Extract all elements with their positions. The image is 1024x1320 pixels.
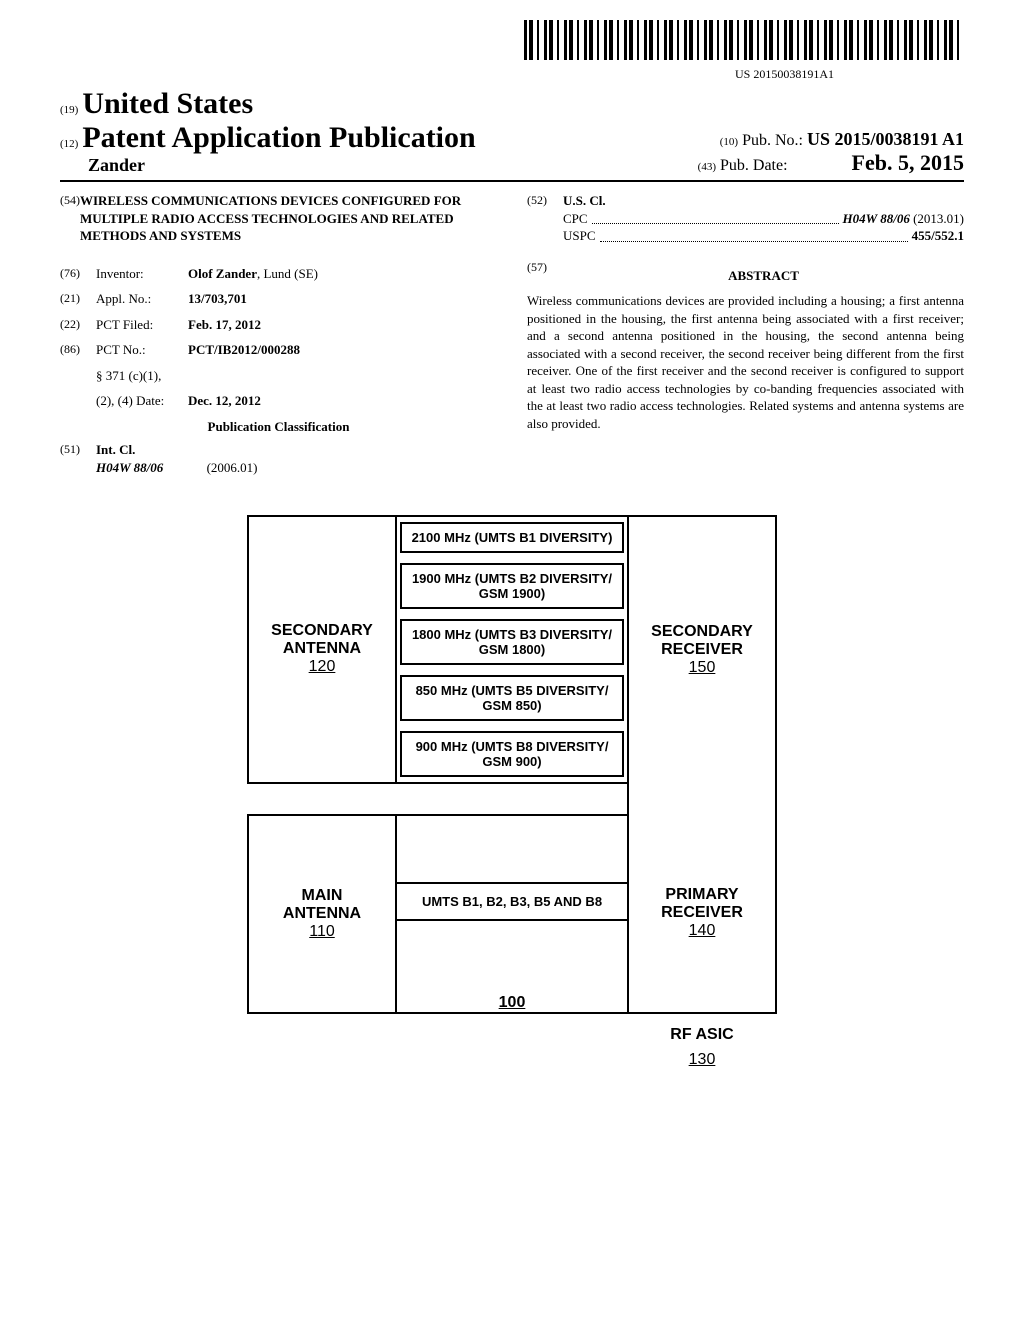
secondary-receiver-num: 150 (643, 659, 761, 677)
pub-no-label: Pub. No.: (742, 132, 803, 149)
abstract-label: ABSTRACT (563, 267, 964, 285)
inventor-label: Inventor: (96, 265, 188, 283)
intcl: H04W 88/06 (96, 460, 163, 475)
code-86: (86) (60, 341, 96, 359)
uscl-label: U.S. Cl. (563, 192, 964, 210)
main-antenna-num: 110 (263, 923, 381, 941)
rf-asic-num: 130 (627, 1047, 777, 1073)
header: (19) United States (12) Patent Applicati… (60, 87, 964, 182)
code-21: (21) (60, 290, 96, 308)
secondary-antenna-label: SECONDARY ANTENNA (263, 622, 381, 658)
main-freq-label: UMTS B1, B2, B3, B5 AND B8 (397, 882, 627, 921)
freq-container: 2100 MHz (UMTS B1 DIVERSITY) 1900 MHz (U… (397, 515, 627, 784)
barcode-text: US 20150038191A1 (60, 67, 964, 82)
primary-receiver-num: 140 (643, 922, 761, 940)
patent-title: WIRELESS COMMUNICATIONS DEVICES CONFIGUR… (80, 192, 497, 245)
cpc-val: H04W 88/06 (843, 211, 910, 226)
freq-box: 1900 MHz (UMTS B2 DIVERSITY/ GSM 1900) (400, 563, 624, 609)
primary-receiver-label: PRIMARY RECEIVER (643, 886, 761, 922)
intcl-date: (2006.01) (207, 460, 258, 475)
pub-classification: Publication Classification (60, 418, 497, 436)
s371-date: Dec. 12, 2012 (188, 392, 497, 410)
inventor-loc: , Lund (SE) (257, 266, 318, 281)
main-antenna-label: MAIN ANTENNA (263, 887, 381, 923)
rf-asic-label: RF ASIC (627, 1022, 777, 1048)
secondary-antenna-block: SECONDARY ANTENNA 120 (247, 515, 397, 784)
barcode-region: US 20150038191A1 (60, 20, 964, 82)
country-title: United States (82, 87, 253, 120)
s371: § 371 (c)(1), (96, 367, 161, 385)
pct-filed-label: PCT Filed: (96, 316, 188, 334)
pub-no: US 2015/0038191 A1 (807, 129, 964, 149)
code-43: (43) (698, 161, 716, 173)
pct-no-label: PCT No.: (96, 341, 188, 359)
uspc-label: USPC (563, 227, 596, 245)
secondary-antenna-num: 120 (263, 658, 381, 676)
pub-date-label: Pub. Date: (720, 157, 788, 174)
code-10: (10) (720, 136, 738, 148)
code-51: (51) (60, 441, 96, 476)
code-19: (19) (60, 104, 78, 116)
cpc-label: CPC (563, 210, 588, 228)
pct-filed: Feb. 17, 2012 (188, 316, 497, 334)
intcl-label: Int. Cl. (96, 441, 257, 459)
code-57: (57) (527, 259, 563, 293)
appl-no: 13/703,701 (188, 290, 497, 308)
figure: SECONDARY ANTENNA 120 2100 MHz (UMTS B1 … (60, 515, 964, 1073)
pub-date: Feb. 5, 2015 (852, 150, 964, 175)
body-columns: (54) WIRELESS COMMUNICATIONS DEVICES CON… (60, 192, 964, 485)
right-column: (52) U.S. Cl. CPC H04W 88/06 (2013.01) U… (527, 192, 964, 485)
pct-no: PCT/IB2012/000288 (188, 341, 497, 359)
s371-date-label: (2), (4) Date: (96, 392, 188, 410)
secondary-receiver-label: SECONDARY RECEIVER (643, 623, 761, 659)
inventor-name: Olof Zander (188, 266, 257, 281)
freq-box: 1800 MHz (UMTS B3 DIVERSITY/ GSM 1800) (400, 619, 624, 665)
freq-box: 850 MHz (UMTS B5 DIVERSITY/ GSM 850) (400, 675, 624, 721)
figure-number: 100 (397, 994, 627, 1012)
code-22: (22) (60, 316, 96, 334)
freq-box: 2100 MHz (UMTS B1 DIVERSITY) (400, 522, 624, 553)
code-52: (52) (527, 192, 563, 245)
appl-label: Appl. No.: (96, 290, 188, 308)
cpc-date: (2013.01) (910, 211, 964, 226)
code-12: (12) (60, 138, 78, 150)
doc-type: Patent Application Publication (82, 121, 475, 154)
primary-receiver-block: PRIMARY RECEIVER 140 (627, 814, 777, 1014)
abstract-text: Wireless communications devices are prov… (527, 292, 964, 432)
main-antenna-block: MAIN ANTENNA 110 (247, 814, 397, 1014)
code-54: (54) (60, 192, 80, 257)
uspc-val: 455/552.1 (912, 227, 964, 245)
freq-box: 900 MHz (UMTS B8 DIVERSITY/ GSM 900) (400, 731, 624, 777)
inventor-header: Zander (60, 155, 512, 176)
barcode (524, 20, 964, 60)
code-76: (76) (60, 265, 96, 283)
left-column: (54) WIRELESS COMMUNICATIONS DEVICES CON… (60, 192, 497, 485)
main-freq-block: UMTS B1, B2, B3, B5 AND B8 100 (397, 814, 627, 1014)
secondary-receiver-block: SECONDARY RECEIVER 150 (627, 515, 777, 784)
rf-asic-block: RF ASIC 130 (627, 1022, 777, 1073)
